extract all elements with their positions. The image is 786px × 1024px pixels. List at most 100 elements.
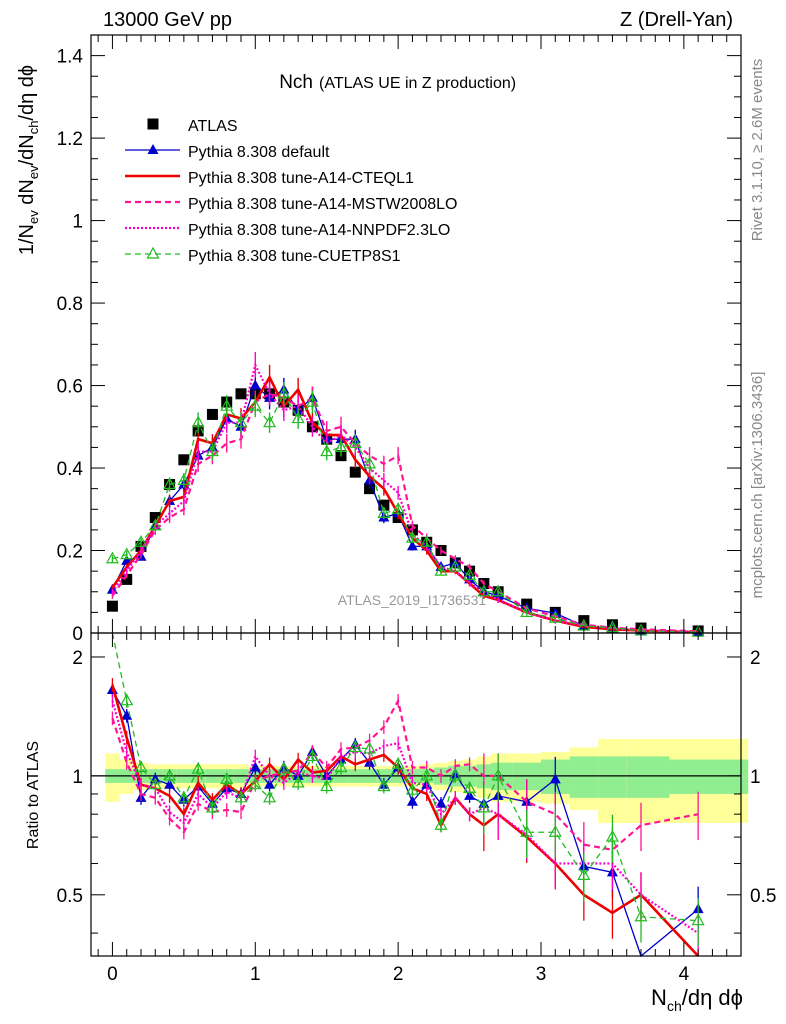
data-marker	[291, 411, 305, 424]
ratio-marker	[434, 818, 448, 830]
atlas-data-point	[121, 573, 133, 585]
ratio-series-pythia-8-308-tune-cuetp8s1	[111, 632, 705, 947]
x-tick-label: 1	[250, 964, 261, 985]
legend-label: Pythia 8.308 default	[188, 144, 330, 161]
legend-label: Pythia 8.308 tune-A14-CTEQL1	[188, 170, 414, 187]
uncertainty-band-inner	[626, 756, 670, 798]
ratio-line	[111, 689, 699, 958]
atlas-data-point	[364, 483, 376, 495]
ratio-marker	[120, 693, 134, 706]
legend-marker	[146, 246, 160, 259]
x-tick-label: 4	[679, 964, 690, 985]
ratio-marker	[334, 760, 348, 773]
main-y-axis-label: 1/Nev dNev/dNch/dη dϕ	[16, 65, 41, 255]
atlas-data-point	[235, 388, 247, 400]
data-marker	[434, 563, 448, 576]
data-marker	[520, 605, 534, 617]
series-line	[112, 392, 699, 633]
ratio-marker	[405, 782, 419, 795]
data-marker	[334, 440, 348, 453]
ratio-marker	[463, 781, 477, 793]
data-marker	[420, 535, 434, 547]
mcplots-label: mcplots.cern.ch [arXiv:1306.3436]	[749, 372, 766, 599]
data-marker	[120, 547, 134, 560]
data-marker	[277, 386, 291, 399]
data-marker	[477, 584, 491, 597]
legend-item-pythia-8-308-default: Pythia 8.308 default	[125, 144, 330, 161]
data-marker	[191, 415, 205, 428]
ratio-y-tick-label: 1	[72, 767, 83, 788]
ratio-line	[111, 632, 699, 922]
ratio-y-tick-label: 0.5	[57, 886, 83, 907]
ratio-y-tick-label-right: 2	[750, 648, 761, 669]
data-marker	[248, 398, 262, 411]
data-marker	[405, 530, 419, 543]
ratio-marker	[205, 800, 219, 813]
main-y-tick-label: 1.4	[57, 47, 84, 68]
data-marker	[134, 535, 148, 547]
uncertainty-band-inner	[569, 756, 599, 798]
legend-item-pythia-8-308-tune-cuetp8s1: Pythia 8.308 tune-CUETP8S1	[125, 246, 401, 265]
ratio-marker	[134, 760, 148, 773]
atlas-data-point	[464, 565, 476, 577]
ratio-line	[111, 697, 699, 851]
data-marker	[406, 540, 418, 551]
main-y-tick-label: 0.8	[57, 294, 83, 315]
data-marker	[548, 610, 562, 623]
ratio-marker	[220, 772, 234, 784]
analysis-watermark: ATLAS_2019_I1736531	[338, 592, 487, 608]
legend-item-pythia-8-308-tune-a14-nnpdf2-3lo: Pythia 8.308 tune-A14-NNPDF2.3LO	[125, 222, 450, 239]
ratio-marker	[363, 741, 377, 754]
header-energy-label: 13000 GeV pp	[103, 9, 232, 31]
ratio-marker	[548, 825, 562, 837]
ratio-marker	[320, 779, 334, 792]
ratio-plot-frame	[90, 632, 742, 957]
ratio-marker	[549, 773, 561, 784]
data-marker	[305, 394, 319, 407]
ratio-line	[111, 684, 700, 957]
data-marker	[491, 584, 505, 597]
data-marker	[220, 398, 234, 411]
legend-item-atlas: ATLAS	[147, 118, 238, 135]
ratio-y-tick-label-right: 0.5	[750, 886, 776, 907]
uncertainty-band-inner	[669, 759, 749, 794]
x-tick-label: 0	[107, 964, 118, 985]
main-title: Nch	[279, 72, 313, 93]
data-marker	[177, 473, 191, 486]
ratio-line	[111, 700, 699, 935]
x-tick-label: 2	[393, 964, 404, 985]
x-tick-label: 3	[536, 964, 547, 985]
ratio-marker	[391, 757, 405, 769]
data-marker	[263, 415, 277, 428]
ratio-marker	[420, 768, 434, 781]
ratio-marker	[491, 768, 505, 781]
ratio-y-tick-label-right: 1	[750, 767, 761, 788]
data-marker	[249, 379, 261, 390]
data-marker	[463, 568, 477, 580]
main-y-tick-label: 1	[72, 212, 83, 233]
data-marker	[320, 444, 334, 457]
ratio-marker	[191, 761, 205, 774]
legend: ATLAS Pythia 8.308 default Pythia 8.308 tu…	[125, 118, 457, 265]
atlas-data-point	[349, 466, 361, 478]
data-marker	[234, 415, 248, 428]
ratio-marker	[377, 779, 391, 792]
legend-marker	[147, 118, 159, 130]
ratio-marker	[406, 795, 418, 806]
ratio-marker	[177, 790, 191, 803]
legend-label: Pythia 8.308 tune-A14-MSTW2008LO	[188, 196, 457, 213]
atlas-data-point	[149, 512, 161, 524]
ratio-marker	[148, 777, 162, 790]
x-axis-label: Nch/dη dϕ	[651, 985, 743, 1014]
data-marker	[148, 518, 162, 531]
legend-marker	[147, 144, 159, 154]
ratio-marker	[348, 740, 362, 753]
ratio-marker	[305, 749, 319, 762]
atlas-data-point	[106, 600, 118, 612]
ratio-marker	[477, 800, 491, 813]
ratio-marker	[435, 797, 447, 808]
ratio-marker	[234, 790, 248, 803]
data-marker	[205, 444, 219, 457]
header-process-label: Z (Drell-Yan)	[620, 9, 733, 31]
main-y-tick-label: 0.4	[57, 459, 84, 480]
